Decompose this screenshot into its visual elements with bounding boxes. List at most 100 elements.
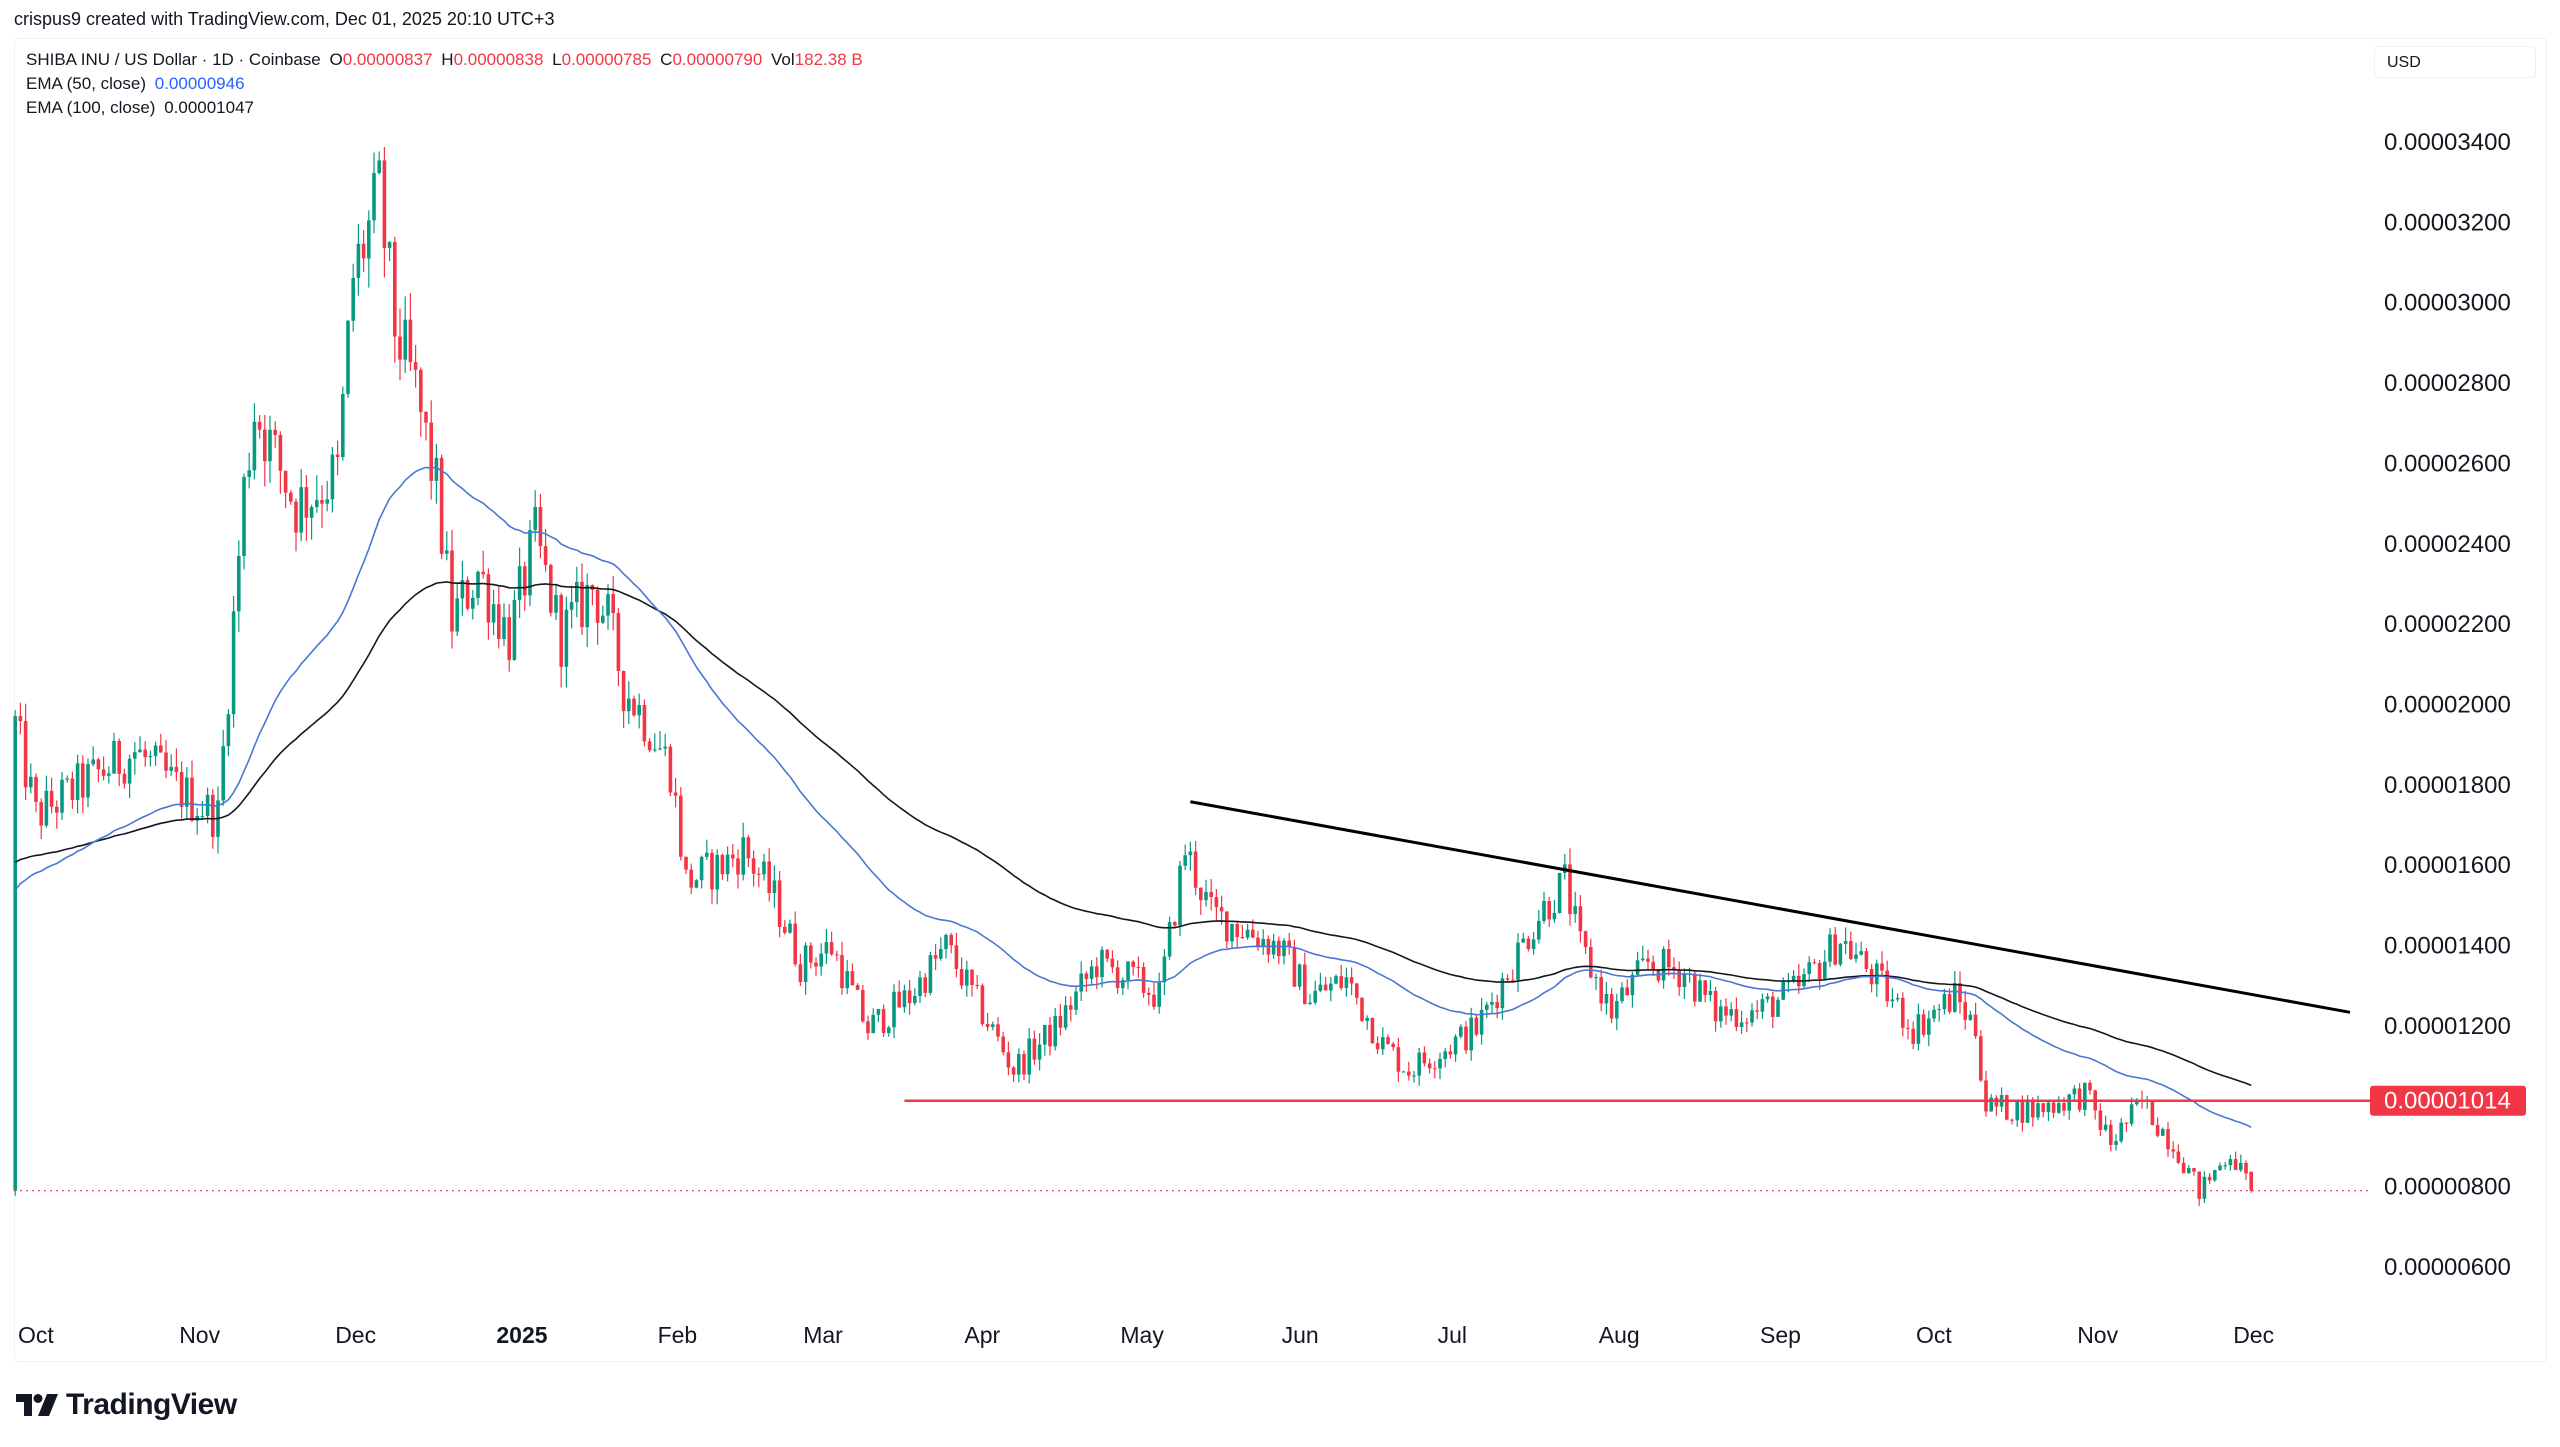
candle-body — [1401, 1071, 1406, 1073]
candle — [1979, 1030, 1983, 1082]
candle — [356, 223, 361, 296]
candle — [1755, 1000, 1759, 1020]
candle-body — [450, 550, 454, 632]
candle-body — [1713, 990, 1718, 1022]
candle-body — [829, 942, 834, 955]
candle-body — [757, 873, 761, 875]
candle — [153, 741, 158, 766]
candle-body — [403, 319, 407, 360]
candle — [221, 729, 225, 806]
candle-body — [1095, 966, 1099, 978]
candle-body — [81, 763, 85, 798]
candle — [216, 786, 220, 854]
candle — [1901, 992, 1905, 1037]
candle — [1188, 841, 1193, 871]
ema100-legend[interactable]: EMA (100, close) 0.00001047 — [26, 98, 258, 118]
candle — [554, 583, 558, 621]
candle-body — [491, 604, 496, 623]
candle-body — [148, 755, 153, 758]
candle-body — [2228, 1159, 2233, 1166]
candle — [944, 933, 948, 959]
candle — [2228, 1154, 2233, 1171]
candle — [382, 146, 387, 278]
candle-body — [1375, 1043, 1380, 1050]
candle-body — [2181, 1162, 2186, 1174]
ema50-legend[interactable]: EMA (50, close) 0.00000946 — [26, 74, 249, 94]
candle-body — [1443, 1051, 1447, 1059]
candle — [439, 454, 444, 560]
candle-body — [91, 759, 95, 765]
candle-body — [1901, 997, 1905, 1028]
candle — [2202, 1171, 2207, 1203]
time-tick-label: Jun — [1282, 1322, 1319, 1348]
candle — [1412, 1070, 1416, 1083]
candle — [959, 957, 964, 990]
candle-body — [153, 745, 158, 756]
candle — [174, 748, 179, 782]
candle — [2213, 1169, 2217, 1182]
candle — [835, 950, 839, 962]
chart-pane[interactable] — [14, 38, 2547, 1362]
candle — [34, 773, 38, 813]
candle — [1204, 879, 1208, 907]
candle — [1615, 993, 1619, 1031]
candle — [1043, 1024, 1047, 1056]
candle — [845, 960, 849, 995]
candle-body — [372, 173, 376, 221]
candle — [2207, 1173, 2212, 1184]
candle-body — [959, 969, 964, 986]
candle-body — [2119, 1122, 2123, 1142]
candle — [107, 766, 111, 784]
candle — [242, 473, 246, 570]
candle-body — [767, 861, 771, 894]
candle — [892, 984, 896, 1039]
candle-body — [1859, 951, 1863, 955]
candle-body — [1729, 1009, 1733, 1016]
candle — [871, 1008, 875, 1034]
candle-body — [788, 923, 792, 933]
candle — [1464, 1021, 1468, 1054]
candle-body — [642, 704, 647, 742]
candle — [611, 576, 615, 631]
candle-body — [1355, 983, 1359, 998]
candle-body — [96, 759, 101, 770]
candle-body — [1942, 994, 1947, 1010]
candle-body — [1719, 1006, 1723, 1022]
candle-body — [1147, 992, 1151, 995]
candle-body — [1604, 993, 1609, 1004]
candle — [1110, 950, 1115, 974]
candle-body — [554, 595, 558, 613]
currency-button[interactable]: USD — [2374, 46, 2536, 78]
candle — [75, 754, 80, 814]
candle — [637, 693, 641, 729]
tradingview-logo[interactable]: TradingView — [16, 1388, 237, 1422]
candle-body — [1323, 984, 1328, 991]
tradingview-logo-icon — [16, 1394, 58, 1416]
candle-body — [1121, 980, 1125, 989]
candle — [1989, 1094, 1993, 1112]
candle-body — [1479, 1009, 1484, 1035]
candle — [1880, 951, 1884, 977]
candle — [1027, 1028, 1031, 1084]
candle — [933, 944, 938, 971]
candle-body — [60, 779, 64, 813]
candle — [606, 584, 610, 630]
candle — [1214, 889, 1219, 921]
candle — [601, 605, 605, 625]
candle-body — [127, 758, 132, 784]
candle-body — [1557, 872, 1562, 913]
candle — [772, 865, 777, 908]
candle-body — [49, 790, 54, 807]
candle — [257, 415, 262, 439]
candle — [1589, 938, 1593, 979]
candle-body — [13, 716, 17, 1191]
candle — [1391, 1041, 1395, 1051]
candle-body — [1006, 1052, 1011, 1068]
candle-body — [1750, 1010, 1754, 1023]
candle-body — [1292, 946, 1297, 987]
candle-body — [2249, 1171, 2253, 1191]
candle — [1682, 968, 1687, 999]
ema100-value: 0.00001047 — [164, 98, 255, 117]
trendline[interactable] — [1190, 800, 2351, 1014]
